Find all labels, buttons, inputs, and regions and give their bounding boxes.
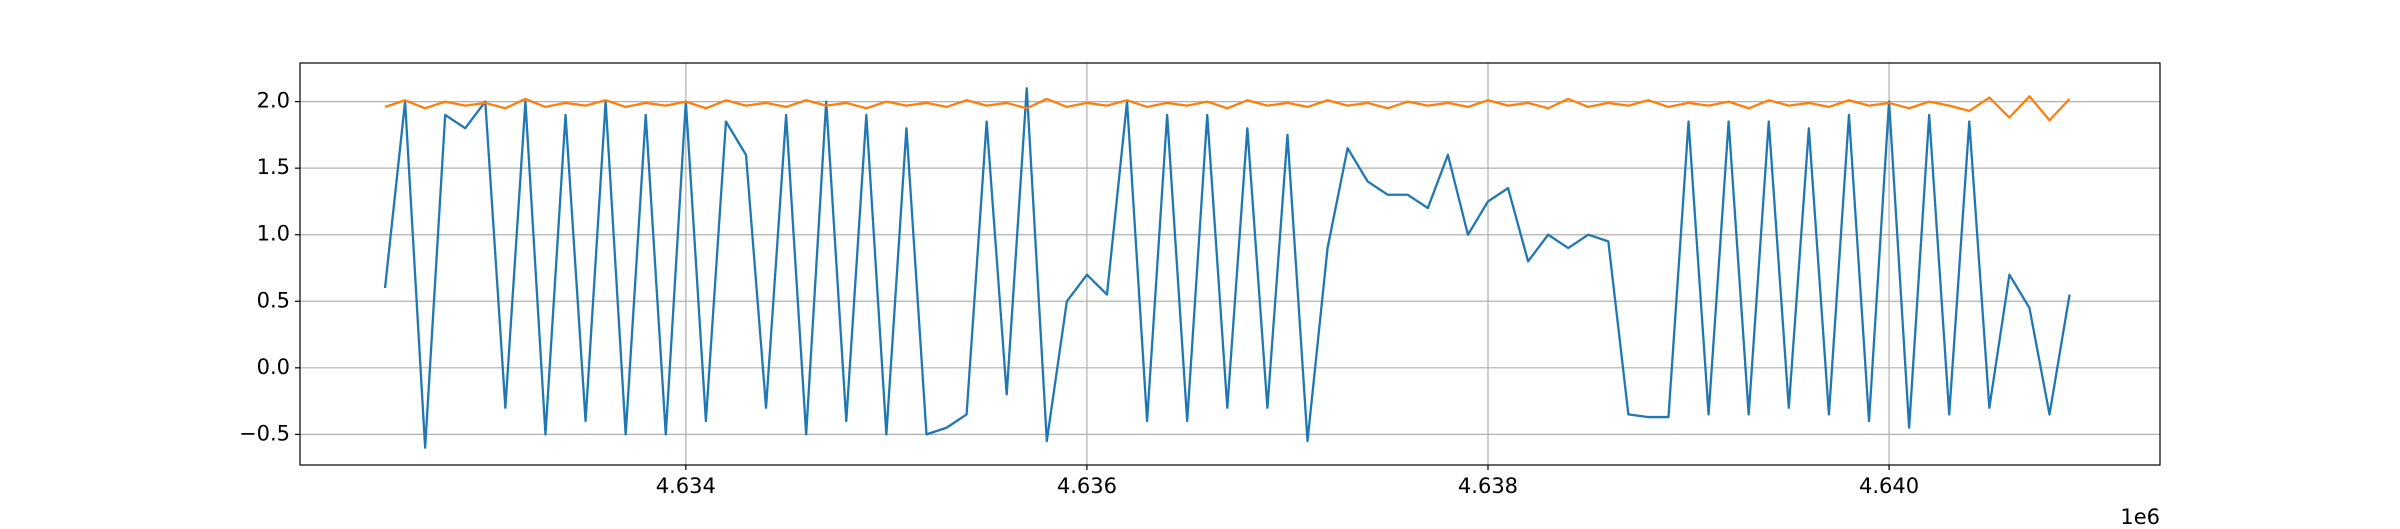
y-tick-label: 0.0 (257, 355, 290, 379)
series-line (383, 87, 2071, 449)
plot-frame (299, 62, 2161, 466)
y-tick-label: 2.0 (257, 89, 290, 113)
x-tick-label: 4.638 (1458, 474, 1518, 498)
x-tick-label: 4.636 (1057, 474, 1117, 498)
y-tick-label: −0.5 (239, 421, 290, 445)
x-offset-label: 1e6 (2120, 505, 2160, 525)
y-tick-label: 1.0 (257, 222, 290, 246)
y-tick-label: 0.5 (257, 288, 290, 312)
x-tick-label: 4.634 (656, 474, 716, 498)
series-line (384, 95, 2071, 122)
y-tick-label: 1.5 (257, 155, 290, 179)
x-tick-label: 4.640 (1859, 474, 1919, 498)
